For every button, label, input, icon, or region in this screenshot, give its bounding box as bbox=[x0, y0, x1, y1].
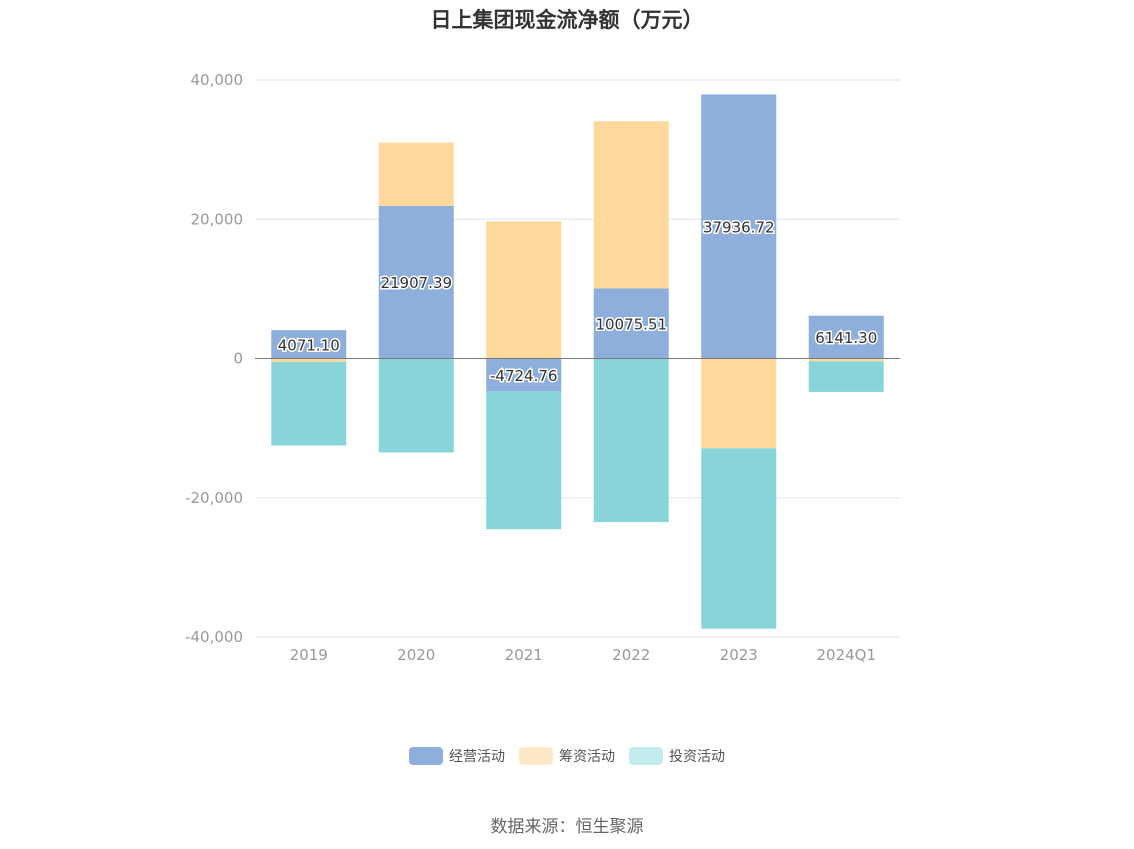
bar-investing-2020 bbox=[378, 358, 454, 453]
bar-investing-2022 bbox=[593, 358, 669, 523]
legend: 经营活动 筹资活动 投资活动 bbox=[0, 746, 1134, 766]
x-tick-label: 2019 bbox=[290, 646, 328, 664]
y-tick-label: 0 bbox=[233, 350, 243, 368]
bar-operating-2019 bbox=[271, 330, 347, 359]
bar-operating-2021 bbox=[486, 358, 562, 392]
x-tick-label: 2020 bbox=[397, 646, 435, 664]
data-source: 数据来源：恒生聚源 bbox=[0, 812, 1134, 837]
data-source-name: 恒生聚源 bbox=[575, 817, 644, 837]
y-tick-label: 40,000 bbox=[191, 71, 244, 89]
bar-investing-2019 bbox=[271, 361, 347, 446]
cash-flow-chart: 40,000 20,000 0 -20,000 -40,000 2019 2020 2021 2… bbox=[185, 71, 900, 664]
legend-item-financing[interactable]: 筹资活动 bbox=[519, 746, 615, 766]
bar-investing-2021 bbox=[486, 391, 562, 530]
y-tick-label: 20,000 bbox=[191, 210, 244, 228]
data-label-operating: 10075.51 bbox=[595, 315, 667, 333]
bar-financing-2022 bbox=[593, 121, 669, 289]
y-tick-label: -40,000 bbox=[185, 628, 243, 646]
chart-title: 日上集团现金流净额（万元） bbox=[430, 8, 704, 32]
y-tick-label: -20,000 bbox=[185, 489, 243, 507]
data-label-operating: 4071.10 bbox=[278, 336, 340, 354]
data-source-label: 数据来源： bbox=[490, 817, 576, 837]
legend-item-investing[interactable]: 投资活动 bbox=[629, 746, 725, 766]
bar-operating-2024Q1 bbox=[808, 315, 884, 359]
data-label-operating: 21907.39 bbox=[380, 274, 452, 292]
x-tick-label: 2022 bbox=[612, 646, 650, 664]
legend-item-operating[interactable]: 经营活动 bbox=[409, 746, 505, 766]
legend-label-operating: 经营活动 bbox=[449, 749, 505, 765]
legend-swatch-investing bbox=[629, 747, 663, 765]
bar-operating-2022 bbox=[593, 288, 669, 359]
legend-swatch-financing bbox=[519, 747, 553, 765]
legend-label-financing: 筹资活动 bbox=[559, 749, 615, 765]
legend-label-investing: 投资活动 bbox=[669, 749, 725, 765]
bar-financing-2019 bbox=[271, 358, 347, 362]
bar-operating-2023 bbox=[701, 94, 777, 359]
x-tick-label: 2023 bbox=[720, 646, 758, 664]
data-label-operating: 37936.72 bbox=[703, 218, 775, 236]
legend-swatch-operating bbox=[409, 747, 443, 765]
x-tick-label: 2024Q1 bbox=[816, 646, 876, 664]
bar-financing-2021 bbox=[486, 221, 562, 359]
data-label-operating: 6141.30 bbox=[815, 329, 877, 347]
x-tick-label: 2021 bbox=[505, 646, 543, 664]
bar-investing-2024Q1 bbox=[808, 361, 884, 392]
bar-financing-2024Q1 bbox=[808, 358, 884, 362]
data-label-operating: -4724.76 bbox=[490, 367, 557, 385]
bar-investing-2023 bbox=[701, 448, 777, 629]
bar-financing-2023 bbox=[701, 358, 777, 449]
bar-financing-2020 bbox=[378, 142, 454, 206]
bar-operating-2020 bbox=[378, 205, 454, 359]
